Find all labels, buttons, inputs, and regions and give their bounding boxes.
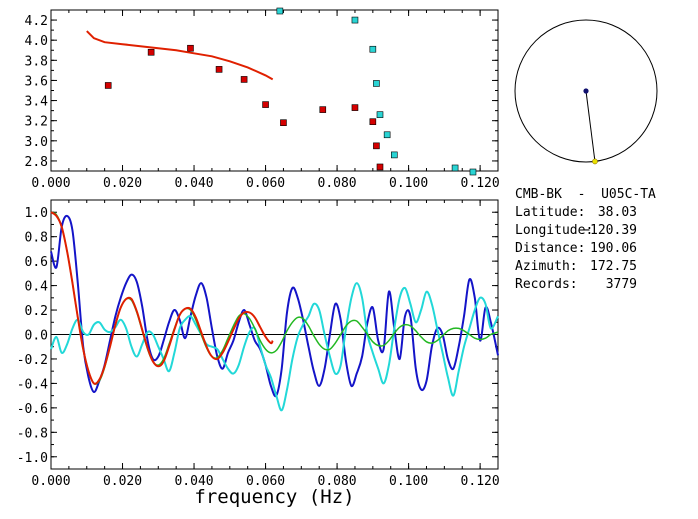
distance-label: Distance: bbox=[515, 241, 585, 256]
cyan-measurement-point bbox=[376, 111, 384, 118]
y-tick-label: -0.2 bbox=[17, 353, 48, 368]
x-tick-label: 0.120 bbox=[461, 176, 500, 191]
cyan-measurement-point bbox=[373, 80, 380, 87]
station-info: CMB-BK - U05C-TA Latitude: 38.03 Longitu… bbox=[515, 187, 656, 292]
y-tick-label: 0.0 bbox=[25, 329, 48, 344]
red-measurement-point bbox=[262, 101, 269, 108]
red-measurement-point bbox=[280, 119, 287, 126]
y-tick-label: 3.6 bbox=[25, 74, 48, 89]
cyan-measurement-point bbox=[276, 7, 284, 15]
x-tick-label: 0.080 bbox=[318, 176, 357, 191]
station-pair-title: CMB-BK - U05C-TA bbox=[515, 187, 656, 202]
cyan-measurement-point bbox=[383, 131, 391, 139]
red-measurement-point bbox=[376, 163, 384, 171]
red-measurement-point bbox=[240, 76, 248, 83]
x-tick-label: 0.040 bbox=[174, 176, 213, 191]
x-tick-label: 0.080 bbox=[318, 474, 357, 489]
cyan-measurement-point bbox=[369, 45, 377, 53]
correlation-axis-ticks bbox=[50, 199, 498, 470]
cyan-measurement-point bbox=[351, 16, 359, 24]
x-axis-label: frequency (Hz) bbox=[194, 486, 354, 508]
x-tick-label: 0.060 bbox=[246, 474, 285, 489]
x-tick-label: 0.020 bbox=[103, 474, 142, 489]
correlation-x-tick-labels: 0.000 0.020 0.040 0.060 0.080 0.100 0.120 bbox=[31, 474, 499, 489]
dispersion-x-tick-labels: 0.000 0.020 0.040 0.060 0.080 0.100 0.120 bbox=[31, 176, 499, 191]
y-tick-label: 4.2 bbox=[25, 14, 48, 29]
red-measurement-point bbox=[147, 48, 155, 56]
distance-value: 190.06 bbox=[590, 241, 637, 256]
azimuth-circle-panel bbox=[514, 19, 658, 165]
dispersion-axis-ticks bbox=[50, 9, 498, 171]
y-tick-label: 0.4 bbox=[25, 280, 49, 295]
dispersion-plot-frame bbox=[50, 9, 499, 172]
latitude-value: 38.03 bbox=[598, 205, 637, 220]
y-tick-label: 3.4 bbox=[25, 95, 49, 110]
azimuth-value: 172.75 bbox=[590, 259, 637, 274]
y-tick-label: 0.8 bbox=[25, 231, 48, 246]
y-tick-label: 0.6 bbox=[25, 255, 48, 270]
red-measurement-point bbox=[215, 66, 223, 73]
y-tick-label: 4.0 bbox=[25, 34, 48, 49]
red-model-curve bbox=[50, 211, 274, 385]
x-tick-label: 0.120 bbox=[461, 474, 500, 489]
y-tick-label: -0.6 bbox=[17, 402, 48, 417]
cyan-measurement-point bbox=[390, 151, 398, 159]
y-tick-label: 3.0 bbox=[25, 135, 48, 150]
model-dispersion-curve bbox=[86, 30, 274, 81]
records-label: Records: bbox=[515, 277, 578, 292]
station-end-dot bbox=[592, 158, 598, 165]
red-measurement-point bbox=[351, 104, 359, 111]
y-tick-label: -1.0 bbox=[17, 451, 48, 466]
x-tick-label: 0.020 bbox=[103, 176, 142, 191]
records-value: 3779 bbox=[606, 277, 637, 292]
longitude-value: −120.39 bbox=[582, 223, 637, 238]
latitude-label: Latitude: bbox=[515, 205, 585, 220]
y-tick-label: 0.2 bbox=[25, 304, 48, 319]
y-tick-label: 3.8 bbox=[25, 54, 48, 69]
x-tick-label: 0.100 bbox=[389, 474, 428, 489]
dispersion-series bbox=[86, 7, 477, 176]
x-tick-label: 0.060 bbox=[246, 176, 285, 191]
y-tick-label: 2.8 bbox=[25, 155, 48, 170]
y-tick-label: -0.4 bbox=[17, 377, 48, 392]
azimuth-label: Azimuth: bbox=[515, 259, 578, 274]
red-measurement-point bbox=[369, 118, 377, 125]
red-measurement-point bbox=[319, 106, 327, 113]
correlation-y-tick-labels: 1.0 0.8 0.6 0.4 0.2 0.0 -0.2 -0.4 -0.6 -0.8 -1.0 bbox=[17, 206, 48, 466]
x-tick-label: 0.100 bbox=[389, 176, 428, 191]
y-tick-label: -0.8 bbox=[17, 426, 48, 441]
azimuth-needle bbox=[585, 90, 596, 162]
station-center-dot bbox=[583, 88, 589, 94]
red-measurement-point bbox=[104, 82, 112, 89]
azimuth-circle bbox=[514, 19, 658, 163]
y-tick-label: 1.0 bbox=[25, 206, 48, 221]
x-tick-label: 0.000 bbox=[31, 474, 70, 489]
red-measurement-point bbox=[187, 44, 194, 52]
red-measurement-point bbox=[373, 142, 380, 150]
y-tick-label: 3.2 bbox=[25, 115, 48, 130]
x-tick-label: 0.000 bbox=[31, 176, 70, 191]
dispersion-y-tick-labels: 2.8 3.0 3.2 3.4 3.6 3.8 4.0 4.2 bbox=[25, 14, 49, 170]
x-tick-label: 0.040 bbox=[174, 474, 213, 489]
cyan-measurement-point bbox=[469, 168, 477, 176]
longitude-label: Longitude: bbox=[515, 223, 593, 238]
correlation-panel: 0.000 0.020 0.040 0.060 0.080 0.100 0.120 1.0 0… bbox=[17, 199, 500, 508]
correlation-series bbox=[50, 211, 499, 412]
cyan-correlation-curve bbox=[50, 282, 499, 412]
cyan-measurement-point bbox=[451, 164, 459, 172]
blue-correlation-curve bbox=[50, 214, 499, 398]
dispersion-panel: 0.000 0.020 0.040 0.060 0.080 0.100 0.120 2.8 3… bbox=[25, 7, 500, 191]
